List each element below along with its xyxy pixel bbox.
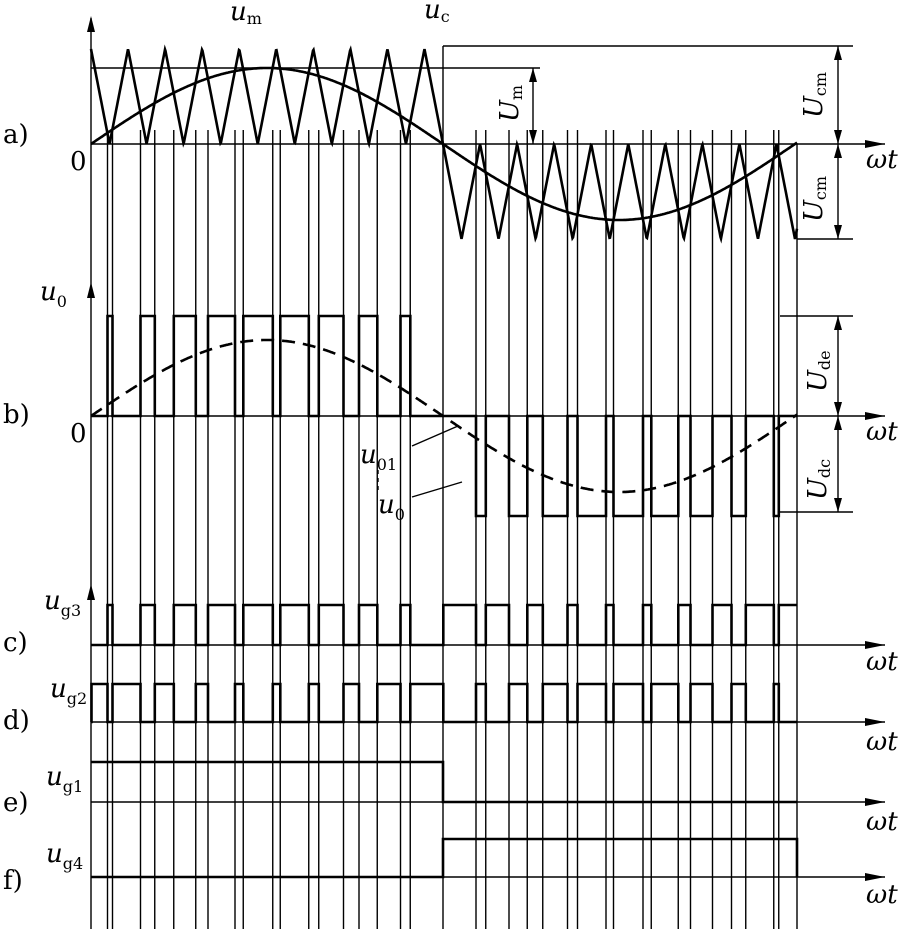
axis-label-e: ωt — [866, 807, 898, 837]
gate-ug4 — [91, 837, 799, 879]
panel-label-f: f) — [3, 866, 23, 896]
waveforms — [89, 44, 799, 879]
dim-Ucm-bottom-head-bottom — [834, 225, 842, 239]
y-axis-arrow-b — [87, 282, 95, 298]
panel-label-d: d) — [3, 706, 30, 736]
axis-c-arrowhead — [865, 641, 885, 649]
axis-f-arrowhead — [865, 873, 885, 881]
axis-label-f: ωt — [866, 880, 898, 910]
label-Ucm-top: Ucm — [799, 72, 830, 118]
callout-u0 — [411, 481, 463, 498]
modulation-wave-um — [90, 66, 798, 222]
gate-ug1 — [91, 760, 797, 804]
gate-ug3 — [91, 603, 797, 647]
dim-Ude-head-top — [834, 316, 842, 330]
panel-label-c: c) — [3, 628, 28, 658]
label-Udc: Udc — [803, 459, 834, 500]
dim-Ucm-top-head-top — [834, 46, 842, 60]
label-uc: uc — [424, 0, 450, 26]
gate-ug2 — [90, 682, 797, 724]
dim-Udc-head-top — [834, 416, 842, 430]
dimension-markers — [91, 45, 853, 513]
dim-Ude-head-bottom — [834, 402, 842, 416]
axis-label-d: ωt — [866, 727, 898, 757]
axis-label-c: ωt — [866, 647, 898, 677]
panel-label-e: e) — [3, 788, 29, 818]
carrier-wave-uc — [89, 44, 799, 244]
label-Um: Um — [495, 85, 526, 122]
axis-label-b: ωt — [866, 417, 898, 447]
label-Ucm-bottom: Ucm — [799, 176, 830, 222]
label-ug3: ug3 — [44, 586, 81, 620]
dim-Um-head-bottom — [529, 130, 537, 144]
label-u0: u0 — [40, 277, 67, 311]
dim-Ucm-top-head-bottom — [834, 130, 842, 144]
axis-b-arrowhead — [865, 412, 885, 420]
label-Ude: Ude — [803, 350, 834, 392]
label-ug2: ug2 — [50, 674, 87, 708]
y-axis-arrow-a — [87, 16, 95, 32]
label-u01: u01 — [360, 440, 397, 474]
axis-a-arrowhead — [865, 140, 885, 148]
y-axis-arrow-c — [87, 584, 95, 600]
panel-label-a: a) — [3, 120, 29, 150]
dim-Udc-head-bottom — [834, 498, 842, 512]
callout-u01 — [411, 425, 459, 447]
dim-Um-head-top — [529, 68, 537, 82]
label-u0-callout: u0 — [378, 490, 405, 524]
axis-label-a: ωt — [866, 145, 898, 175]
axis-e-arrowhead — [865, 798, 885, 806]
dim-Ucm-bottom-head-top — [834, 144, 842, 158]
origin-label-b: 0 — [70, 419, 87, 449]
label-um: um — [230, 0, 262, 28]
origin-label-a: 0 — [70, 147, 87, 177]
axis-d-arrowhead — [865, 718, 885, 726]
label-ug4: ug4 — [46, 839, 83, 873]
panel-label-b: b) — [3, 400, 30, 430]
label-ug1: ug1 — [46, 762, 83, 796]
fundamental-u01 — [90, 338, 798, 494]
